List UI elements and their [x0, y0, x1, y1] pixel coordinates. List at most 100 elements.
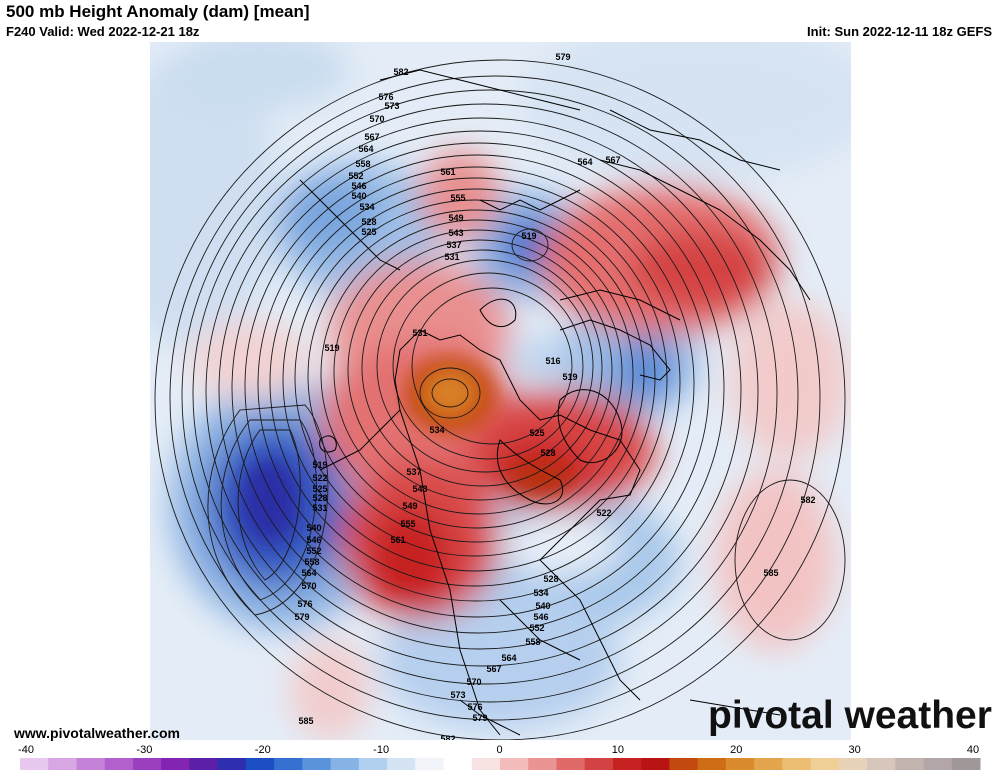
contour-label: 555 [400, 519, 415, 529]
colorbar-tick-label: 20 [730, 744, 742, 756]
coastlines [299, 69, 811, 736]
colorbar-swatch [810, 758, 840, 770]
colorbar-swatch [104, 758, 134, 770]
contour-label: 582 [393, 67, 408, 77]
colorbar-swatch [415, 758, 445, 770]
contour-label: 561 [390, 535, 405, 545]
colorbar-swatch [612, 758, 642, 770]
contour-label: 576 [378, 92, 393, 102]
contour-label: 582 [440, 734, 455, 740]
contour-label: 570 [466, 677, 481, 687]
contour-label: 525 [361, 227, 376, 237]
contour-label: 528 [540, 448, 555, 458]
contour-label: 540 [535, 601, 550, 611]
colorbar-swatch [754, 758, 783, 770]
contour-label: 519 [521, 231, 536, 241]
contour-label: 573 [450, 690, 465, 700]
contour-label: 558 [525, 637, 540, 647]
valid-time: F240 Valid: Wed 2022-12-21 18z [6, 24, 200, 39]
contour-label: 528 [543, 574, 558, 584]
colorbar-tick-label: 30 [849, 744, 861, 756]
contour-label: 525 [312, 484, 327, 494]
colorbar-swatch [867, 758, 896, 770]
contour-label: 564 [301, 568, 316, 578]
colorbar-swatch [895, 758, 925, 770]
colorbar-swatch [782, 758, 812, 770]
contour-label: 576 [297, 599, 312, 609]
contour-label: 531 [412, 328, 427, 338]
colorbar-swatch [443, 758, 473, 770]
colorbar-swatch [500, 758, 529, 770]
contour-label: 534 [533, 588, 548, 598]
contour-label: 567 [486, 664, 501, 674]
colorbar-tick-label: 40 [967, 744, 979, 756]
map-title: 500 mb Height Anomaly (dam) [mean] [6, 2, 310, 21]
contour-label: 585 [298, 716, 313, 726]
colorbar-swatch [358, 758, 388, 770]
contour-label: 567 [364, 132, 379, 142]
contour-label: 564 [577, 157, 592, 167]
colorbar-tick-label: -10 [373, 744, 389, 756]
brand-logo: pivotal weather [708, 694, 992, 737]
colorbar-swatch [330, 758, 360, 770]
contour-label: 537 [446, 240, 461, 250]
contour-label: 567 [605, 155, 620, 165]
colorbar-swatch [274, 758, 303, 770]
contour-label: 519 [312, 460, 327, 470]
contour-label: 534 [359, 202, 374, 212]
colorbar-swatch [20, 758, 49, 770]
colorbar-swatch [245, 758, 275, 770]
contour-label: 522 [596, 508, 611, 518]
colorbar-swatch [556, 758, 586, 770]
contour-label: 531 [444, 252, 459, 262]
colorbar-swatch [387, 758, 416, 770]
contour-label: 537 [406, 467, 421, 477]
colorbar-swatch [584, 758, 614, 770]
contour-label: 549 [402, 501, 417, 511]
contour-label: 519 [562, 372, 577, 382]
colorbar-swatch [471, 758, 501, 770]
contour-label: 552 [306, 546, 321, 556]
colorbar-tick-label: -40 [18, 744, 34, 756]
colorbar-swatch [189, 758, 219, 770]
colorbar-swatch [132, 758, 162, 770]
contour-label: 585 [763, 568, 778, 578]
contour-label: 528 [312, 493, 327, 503]
colorbar-swatch [697, 758, 727, 770]
colorbar-tick-label: 10 [612, 744, 624, 756]
colorbar-swatches [20, 758, 981, 770]
contour-label: 546 [351, 181, 366, 191]
colorbar-swatch [48, 758, 77, 770]
contour-label: 564 [501, 653, 516, 663]
colorbar-swatch [951, 758, 981, 770]
contour-label: 570 [369, 114, 384, 124]
contour-label: 564 [358, 144, 373, 154]
contour-label: 558 [304, 557, 319, 567]
contour-label: 528 [361, 217, 376, 227]
contour-label: 549 [448, 213, 463, 223]
colorbar-swatch [669, 758, 699, 770]
contour-label: 552 [348, 171, 363, 181]
contour-label: 540 [306, 523, 321, 533]
colorbar-swatch [641, 758, 670, 770]
height-contours [154, 59, 846, 740]
contour-label: 516 [545, 356, 560, 366]
contour-label: 561 [440, 167, 455, 177]
contour-label: 546 [533, 612, 548, 622]
contour-label: 525 [529, 428, 544, 438]
colorbar-tick-label: -20 [255, 744, 271, 756]
contour-label: 543 [448, 228, 463, 238]
contour-label: 579 [294, 612, 309, 622]
contour-label: 582 [800, 495, 815, 505]
contour-label: 579 [555, 52, 570, 62]
contour-label: 558 [355, 159, 370, 169]
colorbar: -40 -30 -20 -10 0 10 20 30 40 [18, 744, 981, 770]
colorbar-swatch [725, 758, 755, 770]
contour-label: 570 [301, 581, 316, 591]
colorbar-tick-label: -30 [136, 744, 152, 756]
colorbar-swatch [838, 758, 868, 770]
contour-label: 522 [312, 473, 327, 483]
